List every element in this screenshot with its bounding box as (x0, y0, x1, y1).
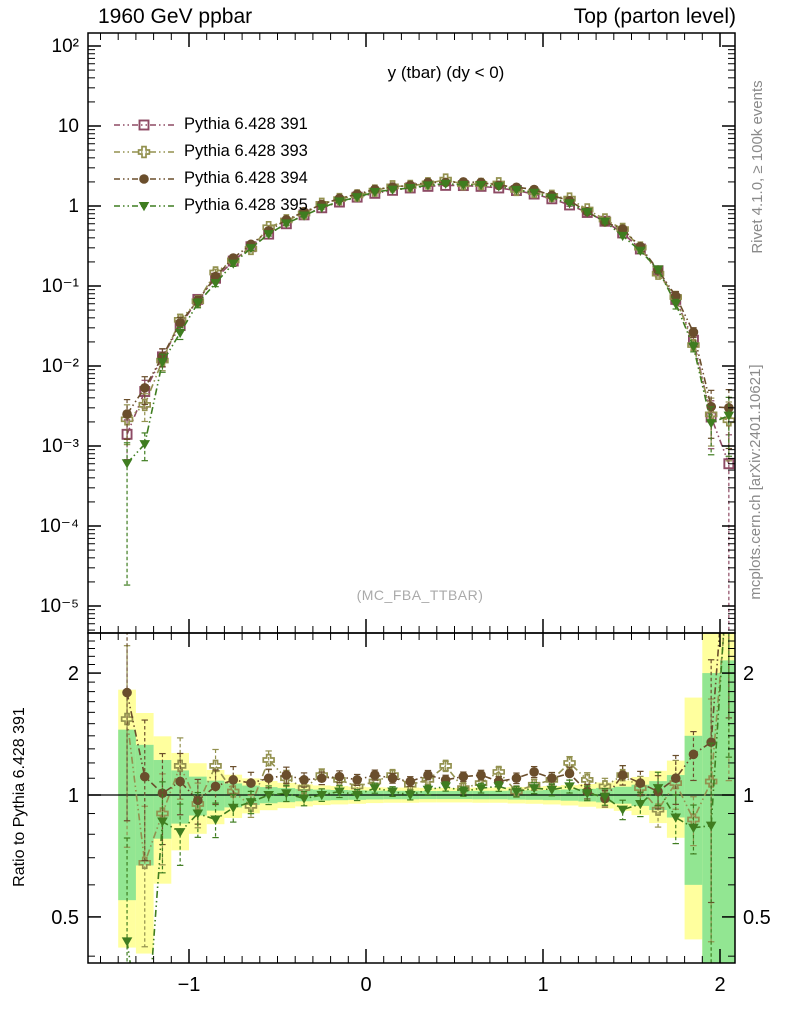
legend-label: Pythia 6.428 395 (184, 196, 308, 214)
legend-label: Pythia 6.428 393 (184, 142, 308, 160)
ratio-panel (88, 633, 735, 963)
mcplots-arxiv-note: mcplots.cern.ch [arXiv:2401.10621] (747, 364, 764, 600)
beam-title: 1960 GeV ppbar (98, 5, 253, 28)
legend-marker-icon (114, 201, 174, 211)
svg-text:2: 2 (68, 663, 79, 685)
svg-text:−1: −1 (178, 974, 201, 996)
svg-text:2: 2 (743, 663, 754, 685)
legend-item-394: Pythia 6.428 394 (112, 165, 308, 192)
legend-marker-icon (114, 173, 174, 184)
svg-text:1: 1 (68, 785, 79, 807)
legend-item-391: Pythia 6.428 391 (112, 111, 308, 138)
svg-text:0: 0 (360, 974, 371, 996)
axes-frame (87, 32, 736, 964)
legend-marker-icon (114, 145, 174, 158)
svg-text:10⁻³: 10⁻³ (42, 436, 80, 457)
main-panel (120, 173, 735, 633)
svg-text:1: 1 (68, 196, 79, 217)
legend-label: Pythia 6.428 394 (184, 169, 308, 187)
process-title: Top (parton level) (573, 5, 736, 28)
legend-item-393: Pythia 6.428 393 (112, 138, 308, 165)
legend-label: Pythia 6.428 391 (184, 115, 308, 133)
svg-text:10²: 10² (52, 36, 79, 57)
legend-marker-icon (114, 119, 174, 130)
svg-text:0.5: 0.5 (743, 907, 771, 929)
tick-labels: 10² 10 1 10⁻¹ 10⁻² 10⁻³ 10⁻⁴ 10⁻⁵ 2 2 1 1 0.5 0.5 −1 0 1… (40, 36, 771, 996)
svg-text:10⁻¹: 10⁻¹ (42, 276, 80, 297)
svg-text:1: 1 (743, 785, 754, 807)
svg-text:10⁻²: 10⁻² (42, 356, 80, 377)
rivet-version-note: Rivet 4.1.0, ≥ 100k events (749, 80, 766, 254)
svg-text:1: 1 (537, 974, 548, 996)
observable-title: y (tbar) (dy < 0) (387, 63, 505, 82)
svg-text:0.5: 0.5 (51, 907, 79, 929)
svg-text:10⁻⁵: 10⁻⁵ (40, 596, 79, 617)
svg-text:10⁻⁴: 10⁻⁴ (40, 516, 79, 537)
svg-text:2: 2 (714, 974, 725, 996)
analysis-watermark: (MC_FBA_TTBAR) (356, 587, 484, 603)
legend: Pythia 6.428 391 Pythia 6.428 393 Pythia 6… (112, 111, 308, 219)
ratio-axis-label: Ratio to Pythia 6.428 391 (11, 707, 28, 887)
svg-text:10: 10 (58, 116, 79, 137)
legend-item-395: Pythia 6.428 395 (112, 192, 308, 219)
tick-marks (88, 33, 735, 963)
